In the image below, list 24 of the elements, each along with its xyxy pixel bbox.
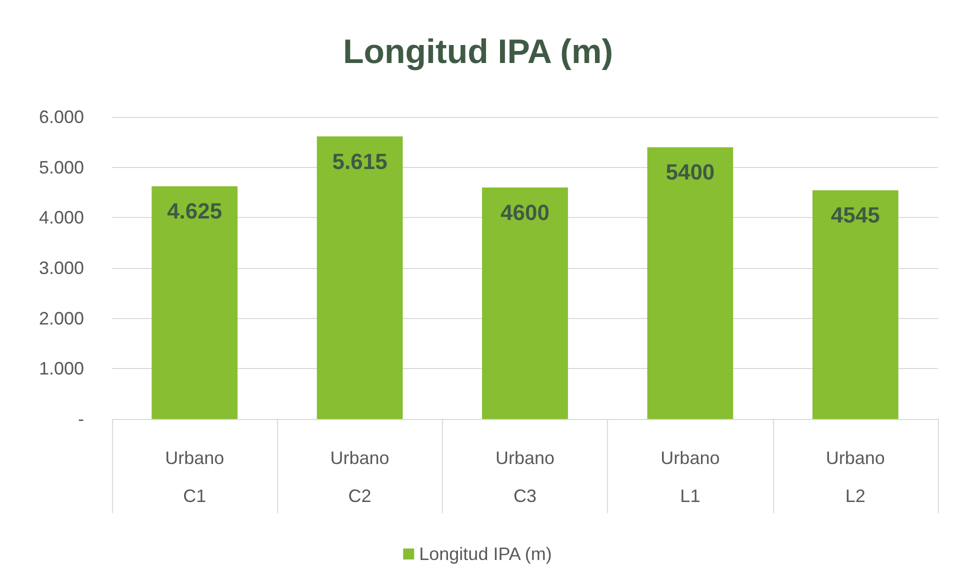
x-tick-label: Urbano L1 (660, 448, 720, 506)
bar (482, 187, 568, 419)
y-tick-label: 5.000 (38, 157, 84, 178)
x-tick-label: Urbano C1 (165, 448, 224, 506)
y-tick-label: 2.000 (38, 308, 84, 328)
chart-title: Longitud IPA (m) (342, 33, 614, 71)
bar (812, 190, 898, 419)
data-label: 5400 (666, 160, 715, 185)
legend-label: Longitud IPA (m) (419, 544, 552, 564)
data-label: 4600 (500, 200, 550, 225)
bar (152, 186, 238, 419)
x-tick-label: Urbano L2 (826, 448, 885, 506)
data-label: 5.615 (332, 148, 388, 174)
y-tick-label: 1.000 (38, 358, 84, 379)
bar (316, 136, 403, 419)
data-label: 4.625 (167, 198, 222, 224)
data-label: 4545 (830, 202, 880, 228)
x-tick-label: Urbano C2 (330, 448, 390, 506)
y-tick-label: 4.000 (38, 208, 84, 228)
y-tick-label: - (78, 409, 84, 429)
x-tick-label: Urbano C3 (495, 448, 555, 506)
bar (647, 147, 734, 419)
y-tick-label: 3.000 (38, 258, 84, 278)
y-tick-label: 6.000 (38, 107, 84, 127)
